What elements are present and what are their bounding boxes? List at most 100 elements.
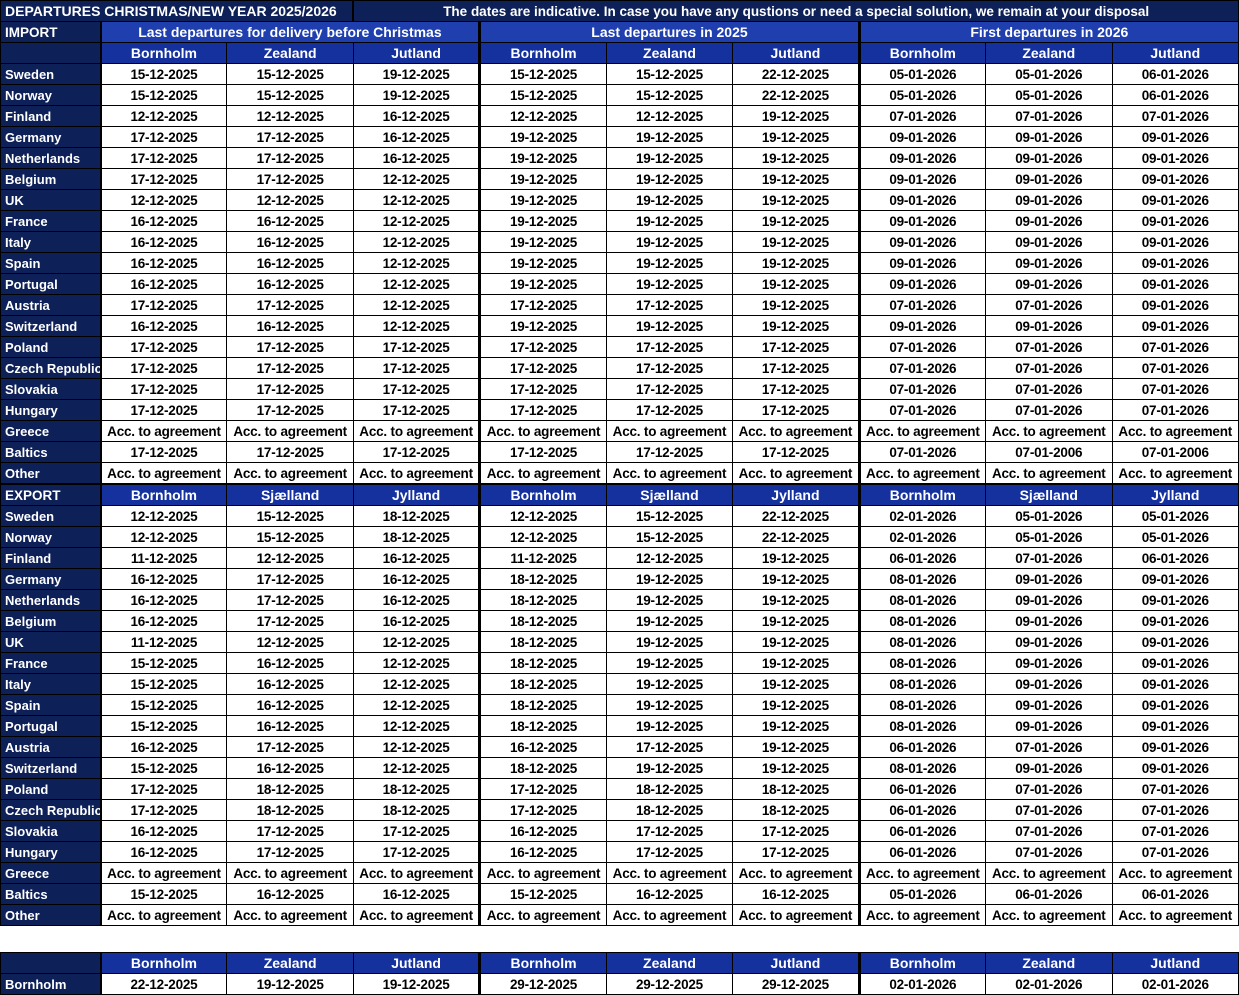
import-col-zealand-4: Zealand [605,42,734,64]
bottom-date-cell: 02-01-2026 [985,973,1113,995]
export-date-cell: 09-01-2026 [1111,589,1239,611]
import-col-jutland-5: Jutland [732,42,860,64]
import-date-cell: Acc. to agreement [352,420,481,442]
import-date-cell: 07-01-2026 [857,441,987,463]
export-date-cell: 15-12-2025 [99,652,228,674]
export-date-cell: 16-12-2025 [352,589,481,611]
import-date-cell: 16-12-2025 [99,315,228,337]
import-date-cell: 09-01-2026 [857,315,987,337]
export-date-cell: 19-12-2025 [605,631,734,653]
import-row-baltics: Baltics 17-12-2025 17-12-2025 17-12-2025 17-… [0,441,1239,463]
import-date-cell: Acc. to agreement [99,420,228,442]
export-row-germany: Germany 16-12-2025 17-12-2025 16-12-2025 18-… [0,568,1239,590]
import-date-cell: 09-01-2026 [985,231,1113,253]
export-date-cell: 18-12-2025 [605,799,734,821]
export-date-cell: 07-01-2026 [1111,820,1239,842]
import-date-cell: 07-01-2026 [985,399,1113,421]
import-row-uk: UK 12-12-2025 12-12-2025 12-12-2025 19-12-20… [0,189,1239,211]
import-date-cell: Acc. to agreement [605,462,734,484]
import-date-cell: 17-12-2025 [605,441,734,463]
export-date-cell: 16-12-2025 [478,736,607,758]
export-date-cell: 08-01-2026 [857,610,987,632]
import-date-cell: 09-01-2026 [985,147,1113,169]
bottom-col-zealand-1: Zealand [226,952,354,974]
export-col-jylland-2: Jylland [352,484,481,506]
export-date-cell: 09-01-2026 [985,589,1113,611]
export-date-cell: 06-01-2026 [1111,883,1239,905]
export-date-cell: 12-12-2025 [352,631,481,653]
import-date-cell: 19-12-2025 [478,315,607,337]
export-date-cell: 07-01-2026 [985,778,1113,800]
import-col-bornholm-6: Bornholm [857,42,987,64]
export-date-cell: 09-01-2026 [985,715,1113,737]
import-date-cell: 17-12-2025 [478,441,607,463]
import-date-cell: 19-12-2025 [352,84,481,106]
import-date-cell: 22-12-2025 [732,84,860,106]
import-date-cell: 19-12-2025 [605,147,734,169]
export-date-cell: 08-01-2026 [857,673,987,695]
import-date-cell: 12-12-2025 [226,189,354,211]
import-date-cell: 16-12-2025 [99,231,228,253]
import-date-cell: 06-01-2026 [1111,84,1239,106]
export-date-cell: 16-12-2025 [352,547,481,569]
import-date-cell: 19-12-2025 [605,210,734,232]
export-date-cell: 17-12-2025 [226,820,354,842]
import-date-cell: 09-01-2026 [985,210,1113,232]
import-row-france: France 16-12-2025 16-12-2025 12-12-2025 19-1… [0,210,1239,232]
export-date-cell: 17-12-2025 [226,589,354,611]
import-date-cell: 19-12-2025 [352,63,481,85]
import-date-cell: 17-12-2025 [732,378,860,400]
export-date-cell: 09-01-2026 [985,610,1113,632]
import-date-cell: 09-01-2026 [985,252,1113,274]
export-date-cell: Acc. to agreement [478,862,607,884]
import-date-cell: 12-12-2025 [352,189,481,211]
import-date-cell: 07-01-2026 [857,105,987,127]
export-date-cell: 07-01-2026 [985,799,1113,821]
export-date-cell: 18-12-2025 [352,778,481,800]
import-date-cell: 15-12-2025 [99,84,228,106]
export-date-cell: 15-12-2025 [99,694,228,716]
import-date-cell: 16-12-2025 [352,126,481,148]
import-country-label: Sweden [0,63,102,85]
export-date-cell: Acc. to agreement [1111,904,1239,926]
export-date-cell: 12-12-2025 [99,526,228,548]
import-date-cell: 09-01-2026 [1111,294,1239,316]
export-date-cell: 17-12-2025 [732,820,860,842]
import-date-cell: 09-01-2026 [1111,126,1239,148]
export-date-cell: 09-01-2026 [985,568,1113,590]
import-date-cell: 16-12-2025 [226,210,354,232]
bottom-date-cell: 22-12-2025 [99,973,228,995]
import-date-cell: 15-12-2025 [605,84,734,106]
export-row-norway: Norway 12-12-2025 15-12-2025 18-12-2025 12-1… [0,526,1239,548]
bottom-date-cell: 02-01-2026 [1111,973,1239,995]
export-date-cell: 17-12-2025 [226,736,354,758]
export-date-cell: 16-12-2025 [352,568,481,590]
export-date-cell: Acc. to agreement [226,904,354,926]
import-date-cell: 16-12-2025 [99,210,228,232]
import-date-cell: 17-12-2025 [605,399,734,421]
import-date-cell: 22-12-2025 [732,63,860,85]
import-date-cell: 17-12-2025 [352,336,481,358]
export-country-label: Netherlands [0,589,102,611]
import-group-header-row: IMPORT Last departures for delivery befo… [0,21,1239,43]
export-date-cell: 16-12-2025 [352,883,481,905]
import-date-cell: 07-01-2026 [857,294,987,316]
import-date-cell: 12-12-2025 [226,105,354,127]
export-date-cell: 18-12-2025 [226,799,354,821]
import-date-cell: 15-12-2025 [478,84,607,106]
bottom-date-cell: 29-12-2025 [478,973,607,995]
import-date-cell: 09-01-2026 [857,147,987,169]
import-date-cell: 17-12-2025 [226,147,354,169]
export-date-cell: 16-12-2025 [99,589,228,611]
import-date-cell: 17-12-2025 [99,441,228,463]
export-date-cell: 19-12-2025 [732,757,860,779]
bottom-date-cell: 02-01-2026 [857,973,987,995]
import-date-cell: 17-12-2025 [478,378,607,400]
export-date-cell: 19-12-2025 [732,568,860,590]
import-country-label: Belgium [0,168,102,190]
export-date-cell: 16-12-2025 [99,610,228,632]
export-date-cell: 12-12-2025 [478,505,607,527]
export-date-cell: 18-12-2025 [478,715,607,737]
export-date-cell: 16-12-2025 [99,820,228,842]
export-date-cell: 16-12-2025 [99,568,228,590]
